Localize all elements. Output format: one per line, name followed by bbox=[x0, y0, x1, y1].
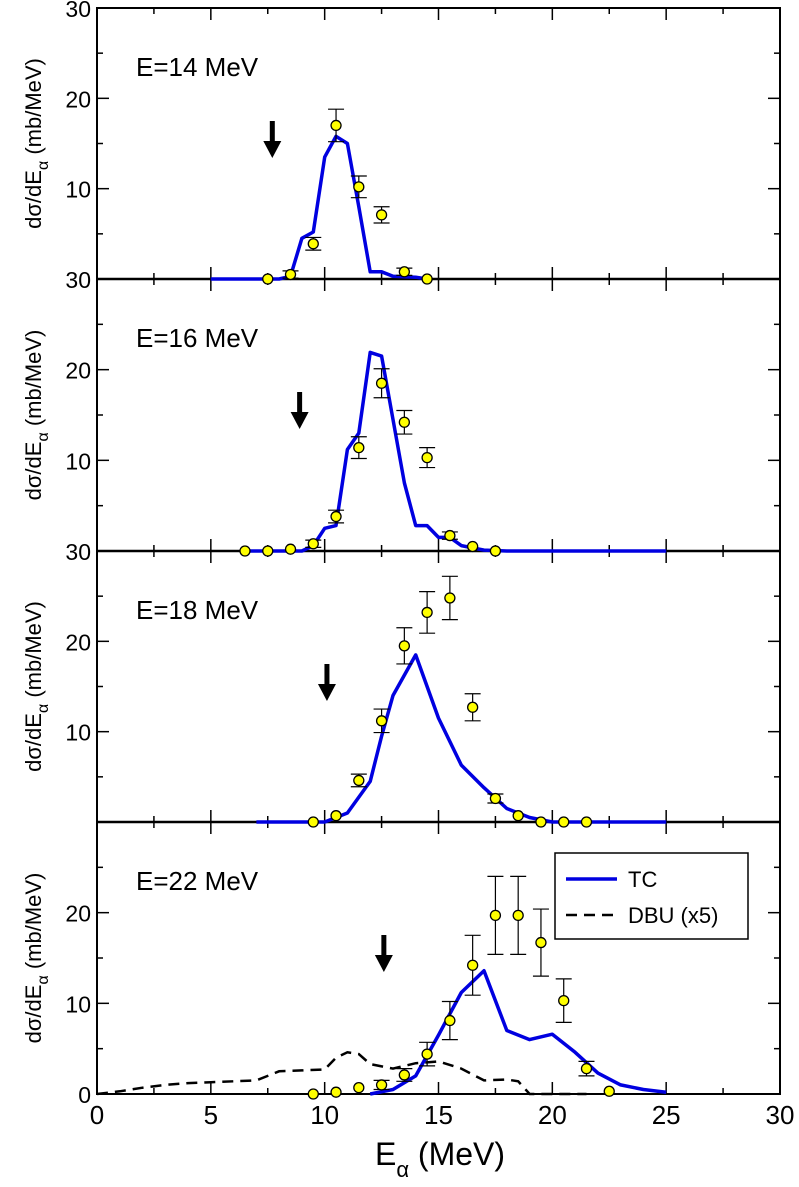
tc-curve bbox=[369, 968, 667, 1096]
threshold-arrow-head bbox=[263, 141, 282, 158]
y-tick-label: 10 bbox=[65, 720, 91, 746]
data-point bbox=[398, 266, 411, 278]
y-tick-label: 20 bbox=[65, 86, 91, 112]
data-point bbox=[444, 592, 456, 604]
data-point bbox=[307, 816, 319, 828]
threshold-arrow-head bbox=[374, 955, 393, 972]
data-point bbox=[580, 1062, 593, 1075]
data-point bbox=[421, 273, 433, 285]
data-point bbox=[535, 816, 547, 828]
data-point bbox=[284, 268, 297, 281]
x-tick-label: 10 bbox=[310, 1100, 339, 1130]
data-point bbox=[375, 377, 388, 389]
legend-tc-label: TC bbox=[628, 867, 657, 892]
data-point bbox=[330, 810, 342, 822]
x-tick-label: 15 bbox=[424, 1100, 453, 1130]
data-point bbox=[489, 909, 502, 922]
tc-curve bbox=[245, 350, 667, 553]
data-point bbox=[398, 1069, 411, 1081]
x-tick-label: 25 bbox=[652, 1100, 681, 1130]
data-point bbox=[307, 1088, 319, 1100]
panel-label: E=22 MeV bbox=[136, 866, 259, 896]
data-point bbox=[307, 538, 319, 550]
y-axis-title: dσ/dEα (mb/MeV) bbox=[21, 601, 52, 772]
y-tick-label: 10 bbox=[65, 177, 91, 203]
data-point bbox=[330, 119, 342, 132]
data-point bbox=[466, 959, 479, 971]
data-point bbox=[375, 209, 388, 221]
panel-label: E=18 MeV bbox=[136, 595, 259, 625]
panel-frame-2 bbox=[96, 550, 781, 823]
data-point bbox=[421, 451, 433, 464]
x-tick-label: 0 bbox=[90, 1100, 104, 1130]
data-point bbox=[262, 545, 274, 557]
tc-curve bbox=[210, 134, 428, 281]
y-tick-label: 20 bbox=[65, 629, 91, 655]
data-point bbox=[353, 441, 365, 454]
threshold-arrow-head bbox=[290, 412, 309, 429]
data-point bbox=[444, 1014, 456, 1027]
y-axis-title: dσ/dEα (mb/MeV) bbox=[21, 330, 52, 501]
y-tick-label: 30 bbox=[65, 267, 91, 293]
data-point bbox=[353, 1082, 365, 1094]
data-point bbox=[330, 1086, 342, 1098]
data-point bbox=[239, 545, 251, 557]
x-tick-label: 20 bbox=[538, 1100, 567, 1130]
labels: 10 20 30 dσ/dEα (mb/MeV) E=14 MeV 10 20 30 dσ/dE… bbox=[21, 0, 794, 1182]
panel-label: E=14 MeV bbox=[136, 52, 259, 82]
data-point bbox=[558, 816, 570, 828]
data-point bbox=[580, 816, 593, 828]
dbu-curve bbox=[96, 1051, 587, 1096]
y-tick-label: 0 bbox=[78, 1082, 91, 1108]
y-tick-label: 20 bbox=[65, 901, 91, 927]
y-tick-label: 20 bbox=[65, 358, 91, 384]
panel-frame-1 bbox=[96, 278, 781, 552]
y-tick-label: 10 bbox=[65, 991, 91, 1017]
data-point bbox=[284, 543, 297, 555]
legend: TC DBU (x5) bbox=[554, 852, 749, 940]
data-point bbox=[512, 810, 524, 822]
data-point bbox=[489, 545, 502, 557]
tc-curve bbox=[256, 653, 667, 824]
panel-frame-0 bbox=[96, 7, 781, 280]
data-point bbox=[375, 1079, 388, 1091]
y-axis-title: dσ/dEα (mb/MeV) bbox=[21, 58, 52, 229]
data-point bbox=[603, 1085, 615, 1097]
legend-dbu-label: DBU (x5) bbox=[628, 903, 718, 928]
x-tick-label: 5 bbox=[204, 1100, 218, 1130]
data-point bbox=[353, 774, 365, 787]
y-tick-label: 30 bbox=[65, 0, 91, 22]
threshold-arrow-head bbox=[317, 684, 336, 701]
data-point bbox=[421, 1048, 433, 1060]
data-point bbox=[558, 994, 570, 1007]
panel-label: E=16 MeV bbox=[136, 323, 259, 353]
y-tick-label: 10 bbox=[65, 448, 91, 474]
data-point bbox=[398, 416, 411, 428]
legend-box bbox=[554, 852, 749, 940]
data-point bbox=[489, 792, 502, 805]
data-point bbox=[398, 640, 411, 652]
data-point bbox=[262, 273, 274, 285]
data-point bbox=[421, 606, 433, 619]
y-axis-title: dσ/dEα (mb/MeV) bbox=[21, 873, 52, 1044]
x-tick-label: 30 bbox=[766, 1100, 795, 1130]
data-points bbox=[239, 108, 615, 1100]
y-tick-label: 30 bbox=[65, 539, 91, 565]
data-point bbox=[466, 540, 479, 553]
data-point bbox=[512, 909, 524, 922]
x-axis-title: Eα (MeV) bbox=[375, 1136, 505, 1182]
data-point bbox=[353, 181, 365, 193]
data-point bbox=[330, 510, 342, 523]
data-point bbox=[466, 701, 479, 713]
data-point bbox=[375, 715, 388, 727]
data-point bbox=[307, 238, 319, 250]
data-point bbox=[444, 529, 456, 542]
data-point bbox=[535, 936, 547, 949]
